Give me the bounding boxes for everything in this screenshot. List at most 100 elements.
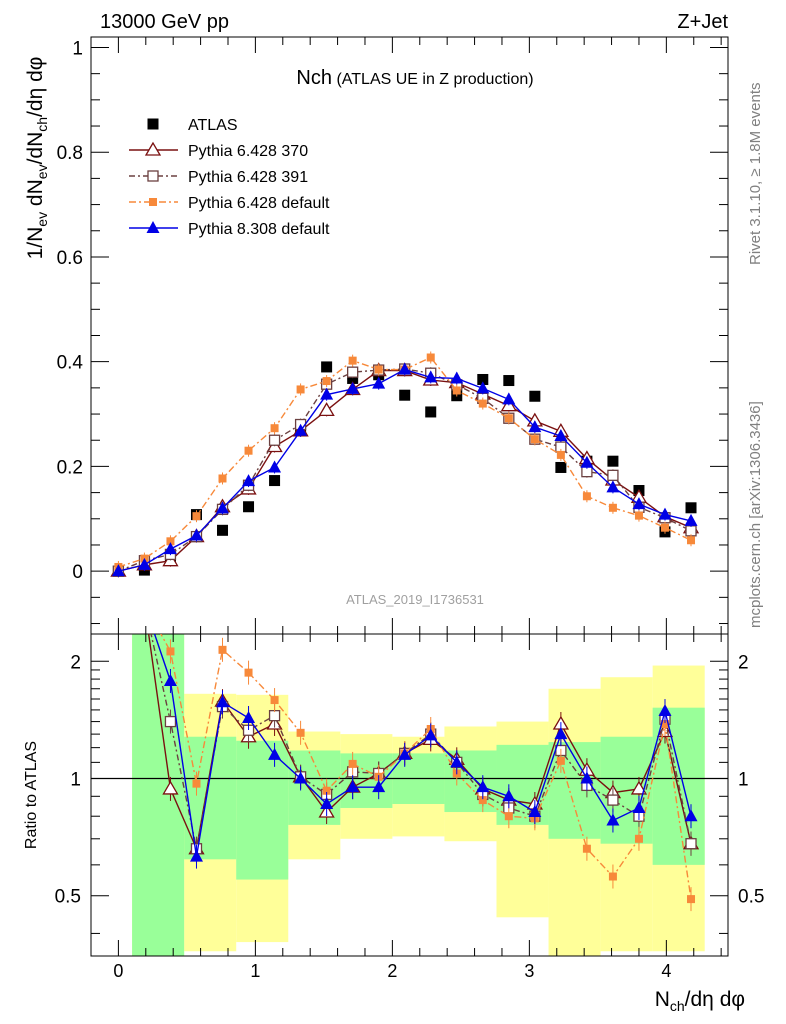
legend-entry: Pythia 8.308 default — [129, 221, 330, 238]
data-point — [242, 474, 256, 487]
data-point — [502, 392, 516, 405]
ratio-point — [346, 780, 360, 793]
data-point — [582, 492, 591, 501]
ratio-series-line — [150, 634, 692, 849]
legend-marker — [147, 170, 159, 182]
data-point — [607, 455, 619, 467]
data-point — [163, 542, 177, 555]
data-point — [322, 377, 331, 386]
data-point — [685, 502, 697, 514]
data-point — [477, 373, 489, 385]
ratio-point — [528, 805, 542, 818]
legend-marker — [149, 198, 157, 206]
legend-label: Pythia 6.428 default — [188, 195, 330, 212]
ratio-point — [450, 755, 464, 768]
legend-entry: Pythia 6.428 391 — [129, 169, 308, 186]
data-point — [320, 387, 334, 400]
header-energy-label: 13000 GeV pp — [100, 11, 229, 33]
rivet-version-label: Rivet 3.1.10, ≥ 1.8M events — [747, 83, 764, 266]
legend-label: Pythia 6.428 391 — [188, 169, 308, 186]
legend-entry: Pythia 6.428 default — [129, 195, 330, 212]
ratio-point — [164, 715, 177, 728]
ratio-point — [189, 849, 203, 862]
data-point — [504, 414, 513, 423]
ratio-point — [218, 645, 227, 654]
ratio-point — [556, 756, 565, 765]
data-point — [606, 480, 620, 493]
ratio-point — [478, 796, 487, 805]
ratio-y-tick-label-right: 1 — [738, 769, 749, 790]
ratio-axes: 0 1 2 3 4 0.5 0.5 1 1 2 2 — [55, 633, 764, 981]
data-point — [294, 423, 308, 436]
ratio-point — [348, 759, 357, 768]
data-point — [632, 497, 646, 510]
chart-subtitle: (ATLAS UE in Z production) — [336, 71, 533, 88]
ratio-y-tick-label-right: 2 — [738, 652, 749, 673]
main-series-layer — [110, 351, 700, 578]
ratio-point — [294, 771, 308, 784]
ratio-series-pythia-8-308-default — [153, 634, 698, 869]
data-point — [450, 371, 464, 384]
series-line — [118, 368, 692, 572]
ratio-point — [270, 696, 279, 705]
x-axis-label: Nch/dη dφ — [655, 988, 745, 1014]
data-point — [634, 511, 643, 520]
y-tick-label: 0 — [72, 562, 83, 583]
series-pythia-8-308-default — [111, 362, 698, 578]
data-point — [399, 389, 411, 401]
ratio-point — [242, 710, 256, 723]
y-tick-label: 0.8 — [57, 143, 83, 164]
data-point — [243, 501, 255, 513]
data-point — [270, 424, 279, 433]
legend-label: ATLAS — [188, 117, 238, 134]
ratio-point — [685, 838, 697, 850]
x-tick-label: 0 — [113, 961, 123, 981]
ratio-point — [606, 813, 620, 826]
ratio-point — [608, 872, 617, 881]
data-point — [580, 455, 594, 468]
ratio-point — [554, 727, 568, 740]
ratio-point — [660, 720, 669, 729]
ratio-series-line — [147, 634, 692, 852]
data-point — [452, 386, 461, 395]
x-tick-label: 4 — [661, 961, 671, 981]
y-tick-label: 0.2 — [57, 457, 83, 478]
data-point — [426, 353, 435, 362]
data-point — [503, 375, 515, 387]
data-point — [425, 406, 437, 418]
data-point — [554, 429, 568, 442]
legend-marker — [144, 141, 162, 156]
ratio-point — [296, 728, 305, 737]
data-point — [555, 461, 567, 473]
data-point — [530, 435, 539, 444]
data-point — [321, 361, 333, 373]
legend: ATLAS Pythia 6.428 370 Pythia 6.428 391 Pyt… — [129, 117, 330, 238]
ratio-point — [632, 800, 646, 813]
ratio-point — [322, 786, 331, 795]
legend-marker — [147, 118, 159, 130]
ratio-point — [268, 709, 281, 722]
data-point — [296, 385, 305, 394]
ratio-point — [476, 780, 490, 793]
legend-label: Pythia 6.428 370 — [188, 143, 308, 160]
ratio-y-tick-label: 1 — [70, 769, 81, 790]
data-point — [269, 475, 281, 487]
ratio-point — [216, 695, 230, 708]
ratio-point — [372, 780, 386, 793]
y-tick-label: 0.6 — [57, 248, 83, 269]
ratio-point — [398, 747, 412, 760]
y-tick-label: 1 — [72, 38, 83, 59]
ratio-y-axis-label: Ratio to ATLAS — [23, 741, 40, 849]
data-point — [372, 376, 386, 389]
ratio-plot-frame — [90, 633, 729, 957]
ratio-point — [163, 673, 177, 686]
data-point — [528, 420, 542, 433]
data-point — [244, 446, 253, 455]
data-point — [529, 390, 541, 402]
data-point — [660, 523, 669, 532]
header-process-label: Z+Jet — [677, 11, 728, 33]
data-point — [216, 501, 230, 514]
ratio-point — [424, 728, 438, 741]
ratio-point — [634, 834, 643, 843]
